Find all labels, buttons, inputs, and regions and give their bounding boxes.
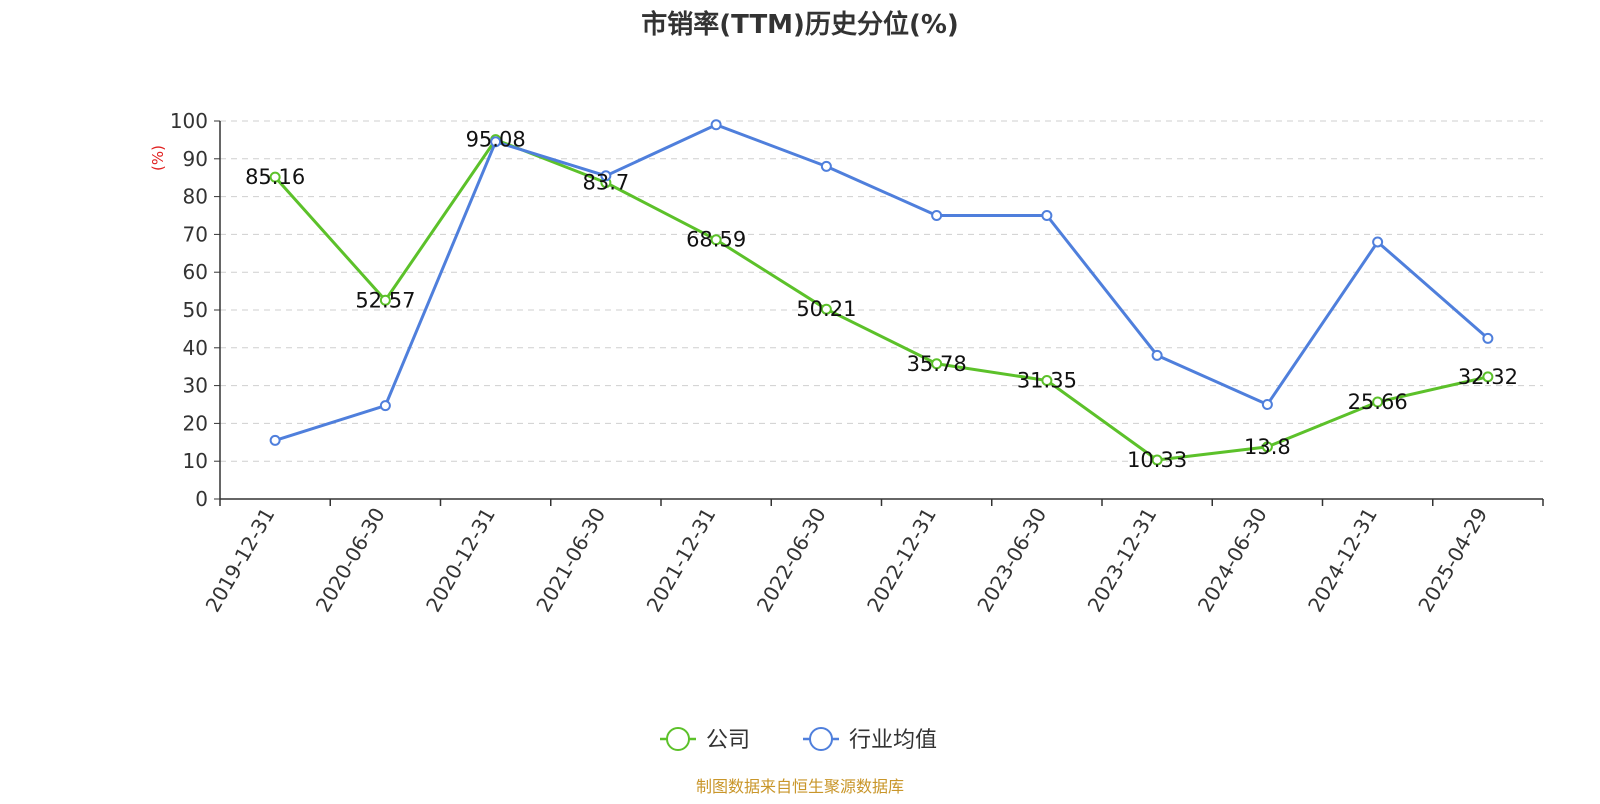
- chart-title: 市销率(TTM)历史分位(%): [641, 9, 959, 40]
- series-1-point: [379, 294, 391, 306]
- y-tick-label: 80: [183, 185, 208, 209]
- legend-marker: [666, 727, 690, 751]
- x-tick-label: 2023-06-30: [972, 504, 1051, 617]
- data-label: 95.08: [466, 128, 526, 152]
- series-2-point: [931, 210, 943, 221]
- legend-item-1[interactable]: 公司: [660, 727, 750, 753]
- series-1-point: [710, 234, 722, 246]
- series-1-point: [931, 358, 943, 370]
- series-1-point: [1372, 396, 1384, 408]
- series-2-point: [1151, 349, 1163, 361]
- data-label: 83.7: [582, 171, 629, 195]
- x-tick-label: 2024-06-30: [1193, 504, 1272, 617]
- x-tick-label: 2022-06-30: [752, 504, 831, 617]
- y-axis-label: (%): [149, 145, 167, 171]
- series-1-point: [1151, 454, 1163, 466]
- series-2-point: [1482, 332, 1494, 344]
- legend-marker: [809, 727, 833, 751]
- series-2-point: [820, 160, 832, 172]
- x-tick-label: 2020-06-30: [311, 504, 390, 617]
- y-tick-label: 20: [183, 411, 208, 435]
- data-label: 35.78: [907, 352, 967, 376]
- x-tick-label: 2024-12-31: [1303, 504, 1382, 617]
- legend: 公司 行业均值: [660, 727, 937, 753]
- x-tick-label: 2021-06-30: [531, 504, 610, 617]
- x-tick-label: 2019-12-31: [201, 504, 280, 617]
- series-2-point: [710, 119, 722, 131]
- legend-label: 行业均值: [849, 728, 937, 753]
- series-1-point: [1482, 371, 1494, 383]
- data-label: 31.35: [1017, 368, 1077, 392]
- series-2-point: [269, 434, 281, 446]
- series-1-point: [820, 303, 832, 315]
- y-tick-label: 100: [170, 109, 208, 133]
- y-tick-label: 40: [183, 336, 208, 360]
- x-tick-label: 2023-12-31: [1083, 504, 1162, 617]
- series-1-point: [1041, 374, 1053, 386]
- data-label-layer: 85.16 52.57 95.08 83.7 68.59 50.21 35.78 31.35 1…: [245, 128, 1518, 472]
- series-2-point: [379, 400, 391, 412]
- y-tick-label: 30: [183, 374, 208, 398]
- y-tick-label: 10: [183, 449, 208, 473]
- x-tick-label: 2021-12-31: [642, 504, 721, 617]
- series-1-point: [1261, 441, 1273, 453]
- x-tick-label: 2025-04-29: [1413, 504, 1492, 617]
- data-label: 10.33: [1127, 448, 1187, 472]
- legend-item-2[interactable]: 行业均值: [803, 727, 937, 753]
- series-2-point: [1041, 210, 1053, 221]
- y-tick-label: 70: [183, 222, 208, 246]
- axis-layer: 0 10 20 30 40 50 60 70 80 90 100 2019-12-31 2020-06-…: [170, 109, 1544, 617]
- data-label: 85.16: [245, 165, 305, 189]
- series-2-point: [490, 136, 502, 148]
- data-label: 25.66: [1348, 390, 1408, 414]
- series-line-2: [274, 123, 1489, 442]
- series-layer: [269, 119, 1494, 466]
- series-line-1: [274, 138, 1489, 462]
- source-note: 制图数据来自恒生聚源数据库: [696, 777, 904, 796]
- series-2-point: [600, 170, 612, 182]
- x-tick-label: 2020-12-31: [421, 504, 500, 617]
- y-tick-label: 90: [183, 147, 208, 171]
- y-tick-label: 50: [183, 298, 208, 322]
- series-1-point: [269, 171, 281, 183]
- data-label: 13.8: [1244, 435, 1291, 459]
- x-tick-label: 2022-12-31: [862, 504, 941, 617]
- legend-label: 公司: [706, 728, 750, 753]
- series-2-point: [1261, 399, 1273, 410]
- data-label: 32.32: [1458, 365, 1518, 389]
- data-label: 52.57: [355, 288, 415, 312]
- series-2-point: [1372, 236, 1384, 248]
- y-tick-label: 0: [195, 487, 208, 511]
- y-tick-label: 60: [183, 260, 208, 284]
- data-label: 50.21: [796, 297, 856, 321]
- data-label: 68.59: [686, 228, 746, 252]
